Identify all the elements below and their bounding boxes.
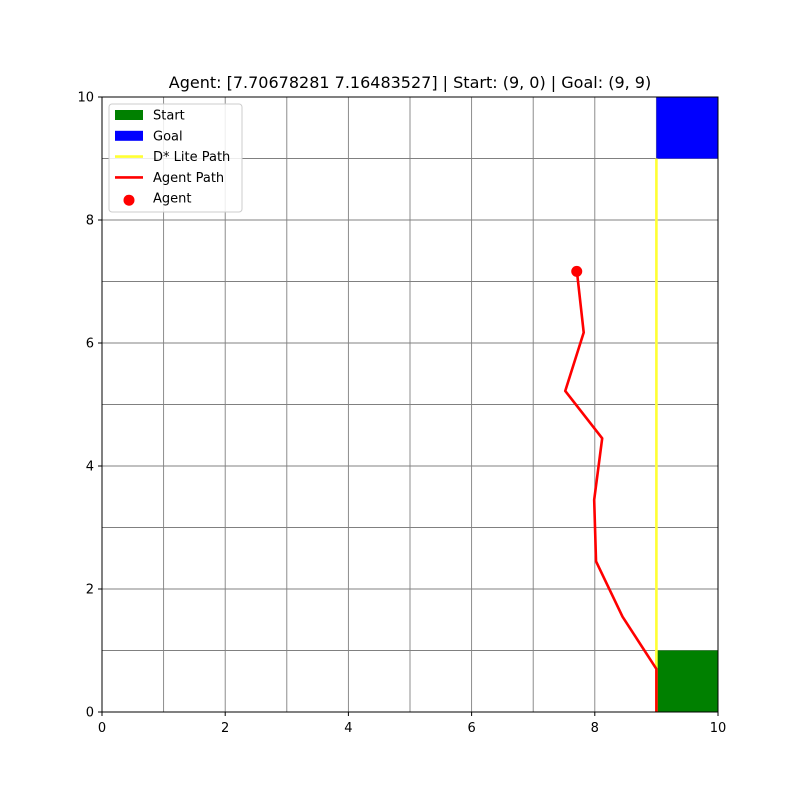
legend-label-d-lite-path: D* Lite Path: [153, 150, 230, 165]
grid-cells: [656, 97, 718, 712]
y-tick-label: 6: [86, 337, 94, 352]
legend: Start Goal D* Lite Path Agent Path Agent: [108, 103, 243, 213]
x-tick-label: 2: [221, 721, 229, 736]
grid-lines: [102, 97, 718, 712]
agent-layer: [571, 265, 583, 277]
x-tick-label: 10: [710, 721, 727, 736]
y-tick-label: 10: [77, 91, 94, 106]
agent-path-line: [563, 271, 658, 712]
legend-swatch-agent: [123, 194, 135, 206]
legend-label-agent-path: Agent Path: [153, 171, 224, 186]
legend-swatch-goal: [115, 130, 143, 141]
start-cell: [656, 650, 718, 712]
x-tick-label: 8: [591, 721, 599, 736]
chart-title: Agent: [7.70678281 7.16483527] | Start: …: [169, 73, 651, 92]
legend-label-start: Start: [153, 109, 185, 124]
legend-label-goal: Goal: [153, 129, 183, 144]
legend-swatch-start: [115, 110, 143, 120]
x-tick-label: 6: [467, 721, 475, 736]
y-tick-label: 4: [86, 460, 94, 475]
x-tick-label: 4: [344, 721, 352, 736]
x-tick-label: 0: [98, 721, 106, 736]
agent-marker: [571, 265, 583, 277]
y-tick-label: 0: [86, 706, 94, 721]
axes-frame: [101, 96, 719, 713]
y-tick-label: 8: [86, 214, 94, 229]
paths: [563, 158, 658, 712]
goal-cell: [656, 97, 718, 159]
y-tick-label: 2: [86, 583, 94, 598]
axis-ticks: 0 2 4 6 8 10 0 2 4 6 8 10: [77, 91, 726, 737]
legend-label-agent: Agent: [153, 192, 191, 207]
